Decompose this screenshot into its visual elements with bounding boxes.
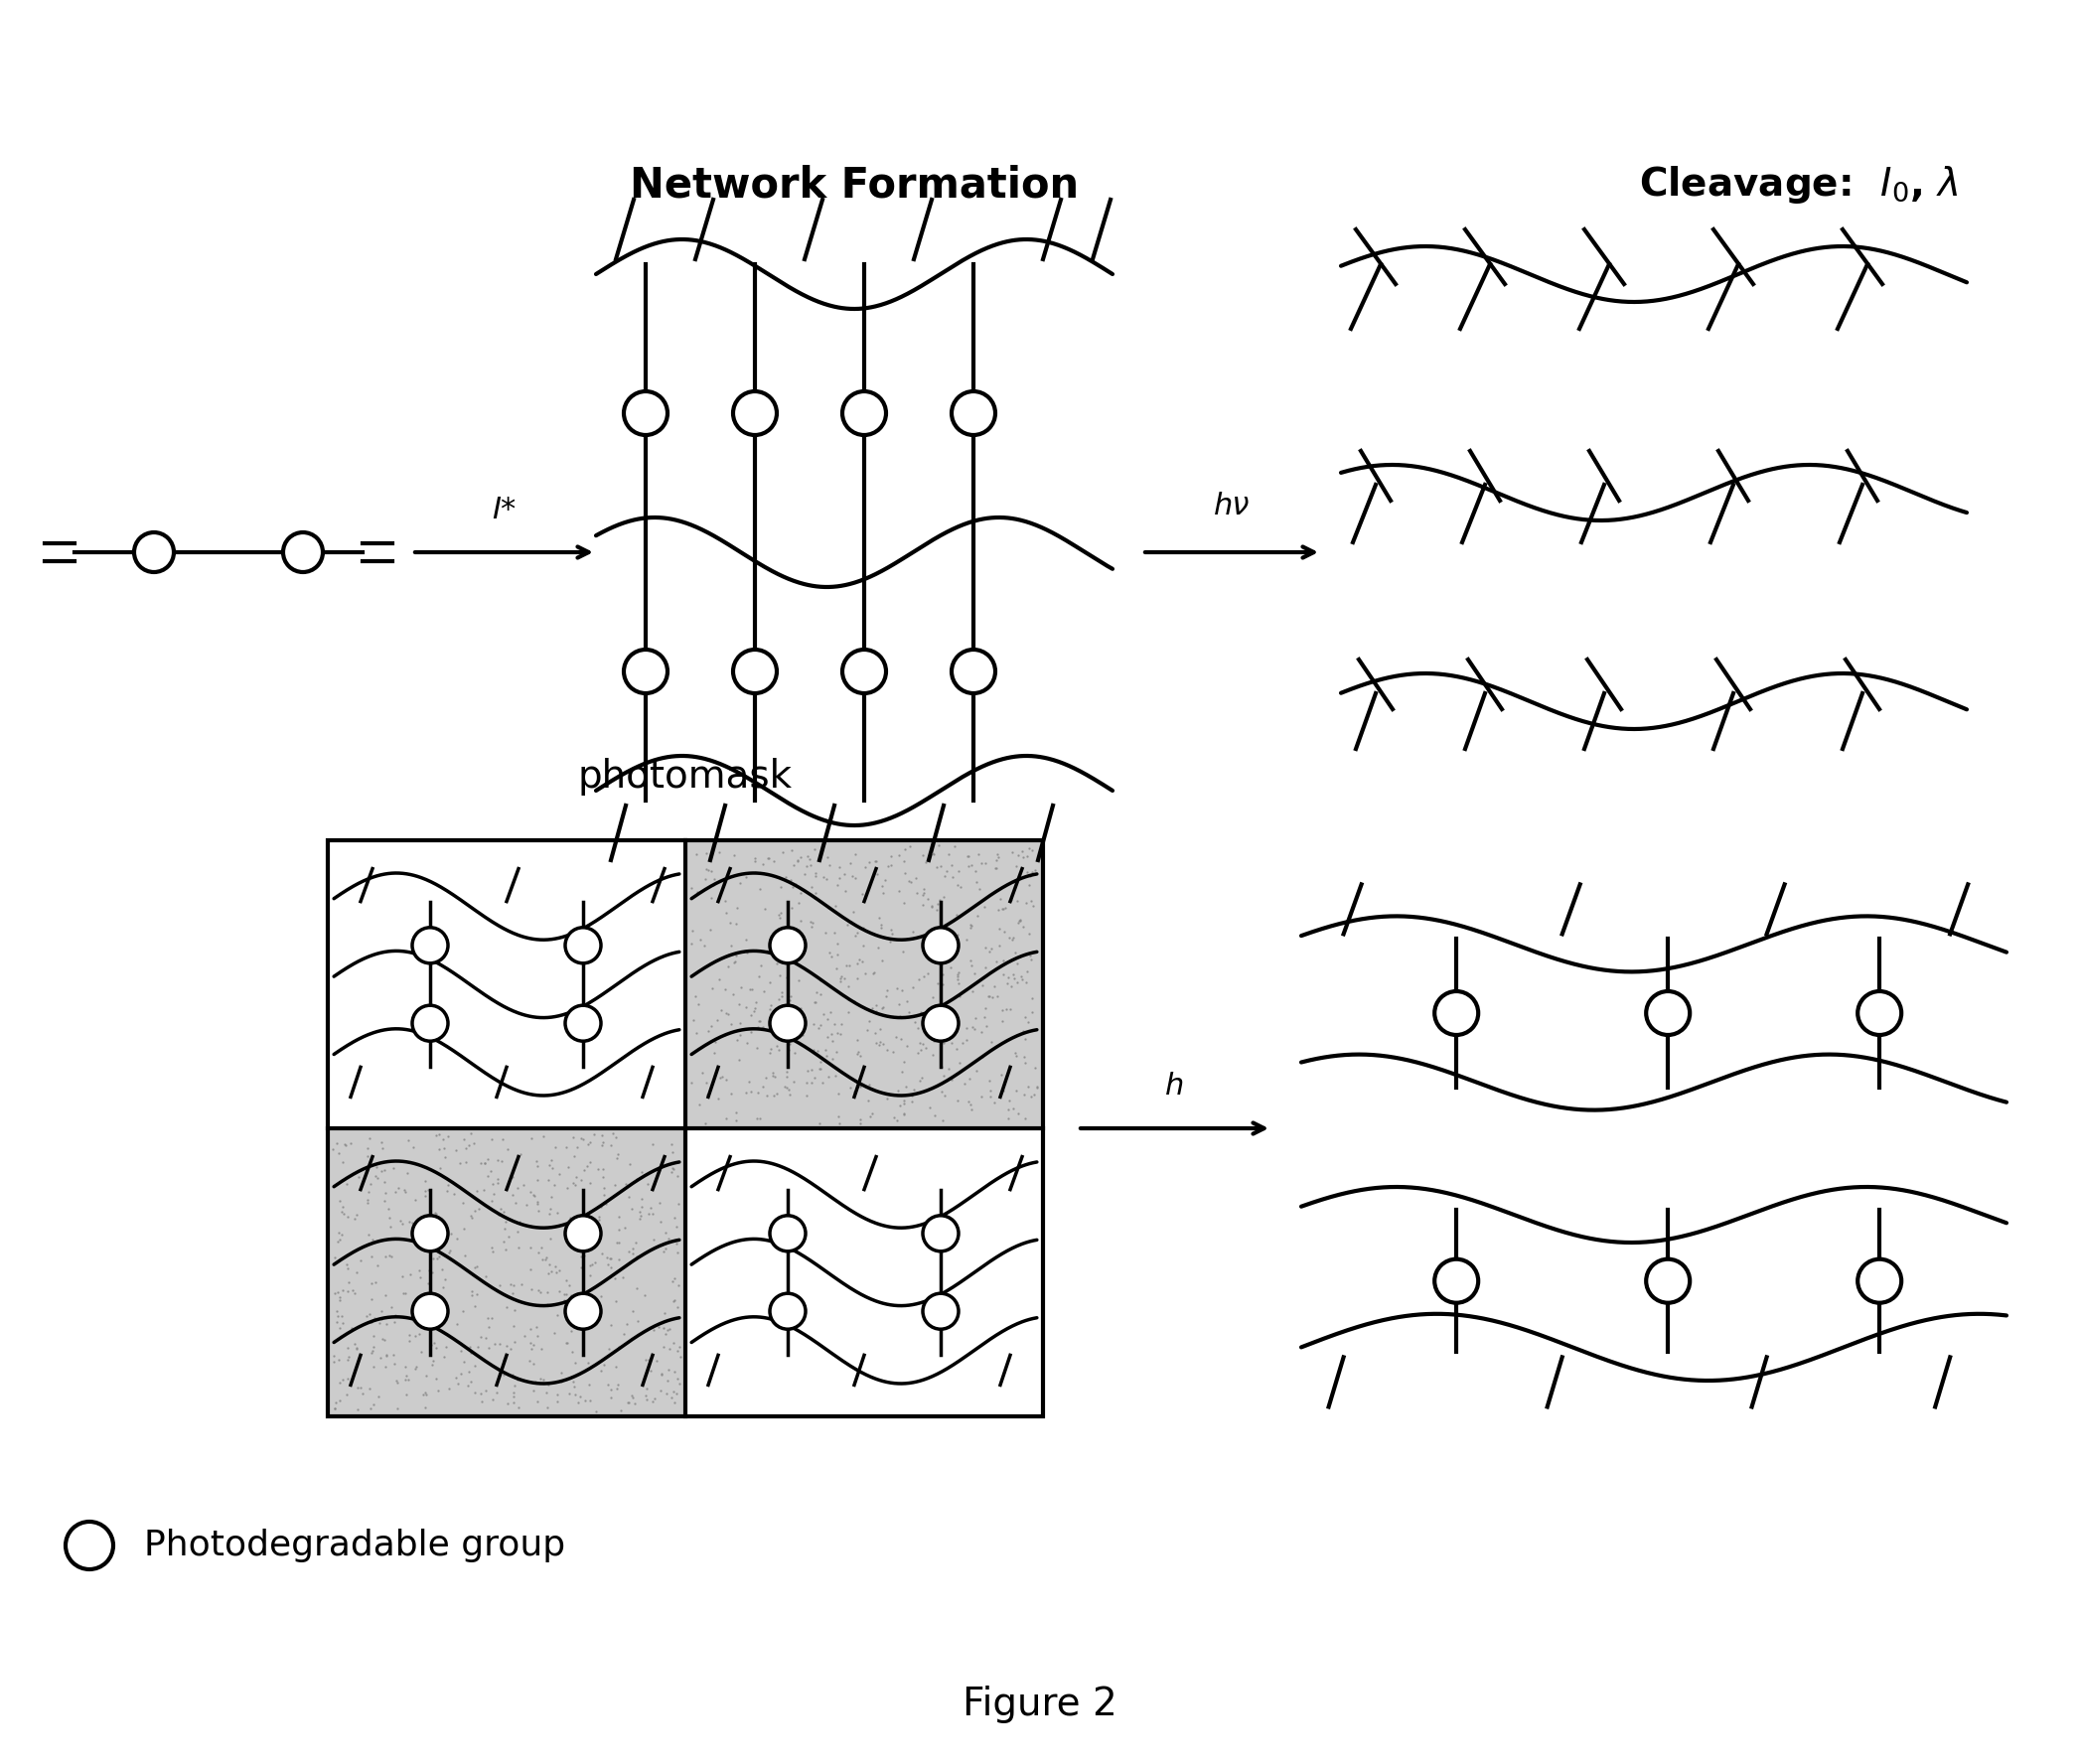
Circle shape [769, 928, 805, 963]
Text: Photodegradable group: Photodegradable group [143, 1529, 565, 1563]
Circle shape [412, 1005, 447, 1041]
Circle shape [67, 1522, 112, 1570]
Circle shape [952, 392, 996, 436]
Circle shape [842, 649, 886, 693]
Circle shape [769, 1215, 805, 1251]
Bar [686, 840, 1044, 1129]
Circle shape [842, 392, 886, 436]
Text: photomask: photomask [578, 759, 792, 796]
Circle shape [565, 928, 601, 963]
Circle shape [412, 1215, 447, 1251]
Circle shape [412, 1293, 447, 1328]
Bar [328, 840, 1044, 1416]
Circle shape [1435, 1259, 1478, 1304]
Circle shape [1859, 991, 1902, 1035]
Circle shape [923, 1215, 958, 1251]
Text: I*: I* [493, 496, 516, 524]
Circle shape [923, 1005, 958, 1041]
Circle shape [283, 533, 322, 572]
Text: Cleavage:  $\mathit{I}_0$, $\lambda$: Cleavage: $\mathit{I}_0$, $\lambda$ [1638, 164, 1958, 206]
Circle shape [769, 1293, 805, 1328]
Circle shape [1435, 991, 1478, 1035]
Circle shape [565, 1005, 601, 1041]
Circle shape [565, 1215, 601, 1251]
Text: Network Formation: Network Formation [630, 164, 1079, 206]
Circle shape [1647, 991, 1690, 1035]
Circle shape [734, 392, 778, 436]
Text: Figure 2: Figure 2 [963, 1686, 1116, 1723]
Circle shape [412, 928, 447, 963]
Text: h: h [1164, 1073, 1185, 1101]
Text: hν: hν [1214, 492, 1249, 520]
Circle shape [565, 1293, 601, 1328]
Circle shape [734, 649, 778, 693]
Circle shape [769, 1005, 805, 1041]
Circle shape [135, 533, 175, 572]
Circle shape [624, 649, 667, 693]
Circle shape [1647, 1259, 1690, 1304]
Circle shape [923, 928, 958, 963]
Circle shape [624, 392, 667, 436]
Circle shape [1859, 1259, 1902, 1304]
Circle shape [952, 649, 996, 693]
Bar [328, 1129, 686, 1416]
Circle shape [923, 1293, 958, 1328]
